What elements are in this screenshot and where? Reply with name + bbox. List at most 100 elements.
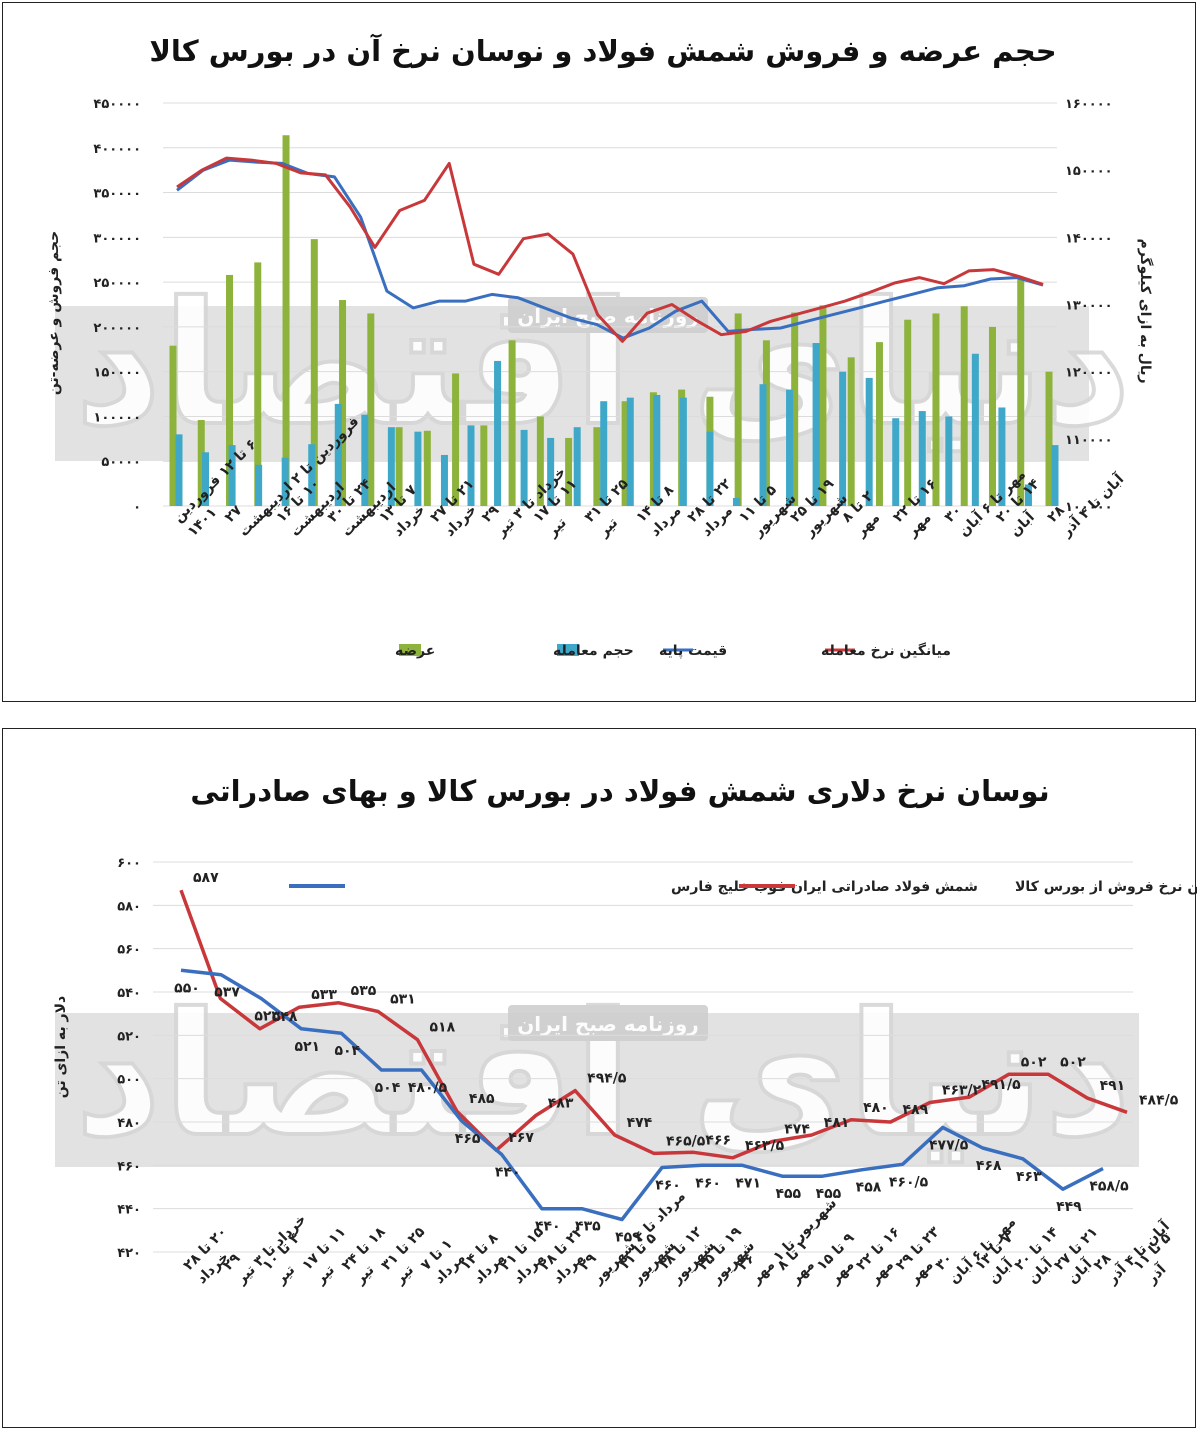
bar-volume [1024,484,1032,506]
bar-supply [480,425,488,506]
bar-supply [734,313,742,506]
bar-volume [971,353,979,506]
data-label-export: ۴۷۷/۵ [929,1137,969,1153]
data-label-export: ۴۶۰/۵ [889,1174,929,1190]
y-right-tick: ۱۴۰۰۰۰ [1065,231,1113,246]
bar-volume [387,427,395,506]
bar-supply [847,357,855,506]
y-left-tick: ۲۵۰۰۰۰ [93,276,141,291]
data-label-export: ۵۰۴ [335,1043,361,1059]
bar-volume [467,425,475,506]
bar-supply [536,416,544,506]
data-label-bourse: ۴۷۴ [784,1122,810,1138]
bar-volume [520,429,528,506]
y-tick: ۴۶۰ [117,1159,141,1174]
bar-volume [786,389,794,506]
y-left-tick: ۰ [133,500,141,515]
data-label-bourse: ۴۶۷ [508,1130,534,1146]
data-label-bourse: ۴۶۶ [705,1132,731,1148]
data-label-bourse: ۴۶۳/۲ [942,1083,982,1099]
bar-volume [281,457,289,506]
bar-supply [593,427,601,506]
data-label-bourse: ۴۸۳ [548,1096,574,1112]
legend-swatch-supply [399,644,421,656]
bar-volume [892,418,900,506]
bar-volume [334,403,342,506]
y-left-tick: ۱۰۰۰۰۰ [93,410,141,425]
bar-supply [395,427,403,506]
bar-volume [228,445,236,506]
y-right-tick: ۱۲۰۰۰۰ [1065,366,1113,381]
bar-volume [255,464,263,506]
bar-volume [600,401,608,506]
data-label-export: ۴۵۵ [816,1186,842,1202]
bar-supply [197,420,205,506]
legend-volume: حجم معامله [553,643,634,659]
y-axis-label: دلار به ازای تن [53,996,69,1098]
bar-supply [932,313,940,506]
bar-supply [791,312,799,506]
bar-supply [367,313,375,506]
y-tick: ۵۲۰ [117,1029,141,1044]
y-left-axis-label: حجم فروش و عرضه-تن [46,231,62,395]
bar-volume [839,371,847,506]
y-tick: ۴۸۰ [117,1116,141,1131]
y-tick: ۶۰۰ [117,856,141,871]
bar-supply [960,306,968,506]
x-tick-line2: خرداد تا ۳ تیر [233,1211,310,1288]
data-label-bourse: ۴۸۹ [903,1102,929,1118]
dollar-chart-panel: دنیای اقتصاد روزنامه صبح ایران ۴۲۰ ۴۴۰ ۴۶۰ ۴… [2,728,1197,1428]
data-label-export: ۵۲۳ [254,1009,280,1025]
data-label-export: ۴۴۰ [495,1165,521,1181]
bar-volume [202,452,210,506]
legend: شمش فولاد صادراتی ایران فوب خلیج فارس می… [289,878,1197,895]
supply-chart-panel: دنیای اقتصاد روزنامه صبح ایران ۰ ۵۰۰۰۰ ۱۰۰۰… [2,2,1196,702]
bar-supply [1017,278,1025,506]
data-label-export: ۴۶۰ [655,1178,681,1194]
data-label-bourse: ۵۰۲ [1060,1054,1086,1070]
data-label-export: ۵۵۰ [174,980,200,996]
data-label-export: ۵۰۴ [375,1080,401,1096]
data-label-export: ۴۶۸ [976,1158,1002,1174]
y-right-tick: ۱۰۰۰۰۰ [1065,500,1113,515]
data-label-export: ۵۳۷ [214,985,240,1001]
data-label-export: ۴۵۵ [775,1186,801,1202]
line-bourse [179,889,1128,1160]
bar-supply [621,401,629,506]
data-label-bourse: ۴۸۰ [863,1100,889,1116]
y-tick: ۵۶۰ [117,943,141,958]
data-label-bourse: ۴۶۳/۵ [745,1138,785,1154]
data-label-export: ۴۵۸ [856,1180,882,1196]
data-label-bourse: ۵۳۳ [311,987,337,1003]
data-label-bourse: ۵۱۸ [430,1020,456,1036]
bar-supply [819,305,827,506]
bar-volume [573,427,581,506]
y-left-tick: ۴۰۰۰۰۰ [93,142,141,157]
data-label-export: ۵۲۱ [294,1039,320,1055]
data-label-export: ۴۷۱ [735,1175,761,1191]
bar-supply [875,342,883,506]
data-label-bourse: ۴۷۴ [627,1115,653,1131]
bar-volume [945,416,953,506]
bar-supply [254,262,262,506]
y-right-tick: ۱۶۰۰۰۰ [1065,97,1113,112]
y-tick: ۵۰۰ [117,1073,141,1088]
y-tick: ۵۸۰ [117,899,141,914]
bar-volume [759,384,767,506]
data-label-export: ۴۴۹ [1056,1199,1082,1215]
data-label-bourse: ۵۸۷ [193,870,219,886]
bar-supply [226,274,234,506]
bar-volume [812,343,820,506]
bar-supply [904,319,912,506]
bar-supply [565,437,573,506]
legend-bourse: میانگین نرخ فروش از بورس کالا [1015,878,1197,895]
data-label-export: ۴۵۹ [615,1230,641,1246]
y-left-tick: ۵۰۰۰۰ [101,455,141,470]
bar-volume [918,411,926,506]
bar-volume [175,434,183,506]
